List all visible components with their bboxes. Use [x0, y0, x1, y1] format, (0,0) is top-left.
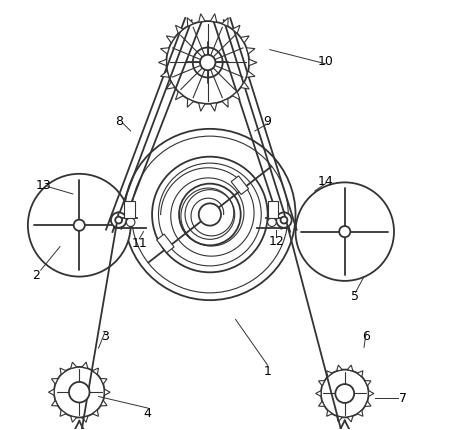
Polygon shape	[100, 379, 107, 384]
Bar	[124, 201, 135, 218]
Polygon shape	[316, 390, 321, 396]
Circle shape	[193, 49, 223, 78]
Polygon shape	[326, 371, 332, 377]
Text: 8: 8	[115, 114, 123, 127]
Circle shape	[166, 22, 249, 104]
Polygon shape	[104, 389, 110, 396]
Polygon shape	[210, 15, 217, 23]
Polygon shape	[347, 416, 353, 422]
Polygon shape	[357, 410, 363, 416]
Polygon shape	[210, 104, 217, 112]
Bar	[231, 176, 249, 195]
Polygon shape	[232, 26, 240, 34]
Polygon shape	[71, 416, 77, 422]
Polygon shape	[319, 401, 325, 406]
Polygon shape	[71, 362, 77, 369]
Polygon shape	[49, 389, 54, 396]
Text: 11: 11	[131, 236, 147, 249]
Circle shape	[124, 129, 296, 301]
Polygon shape	[247, 49, 255, 55]
Polygon shape	[160, 49, 169, 55]
Polygon shape	[357, 371, 363, 377]
Polygon shape	[93, 368, 99, 375]
Polygon shape	[82, 362, 88, 369]
Circle shape	[268, 218, 276, 227]
Polygon shape	[199, 15, 205, 23]
Circle shape	[69, 382, 89, 402]
Polygon shape	[336, 416, 342, 422]
Text: 10: 10	[317, 55, 333, 68]
Circle shape	[199, 204, 221, 226]
Bar	[157, 234, 174, 253]
Polygon shape	[60, 368, 66, 375]
Circle shape	[321, 370, 369, 418]
Text: 5: 5	[351, 290, 360, 303]
Polygon shape	[365, 381, 371, 386]
Polygon shape	[369, 390, 374, 396]
Text: 9: 9	[264, 114, 271, 127]
Text: 6: 6	[362, 329, 370, 342]
Polygon shape	[100, 400, 107, 406]
Text: 4: 4	[144, 406, 152, 419]
Text: 12: 12	[268, 234, 284, 247]
Polygon shape	[166, 37, 175, 44]
Circle shape	[276, 213, 291, 228]
Circle shape	[339, 227, 350, 238]
Polygon shape	[326, 410, 332, 416]
Circle shape	[336, 384, 354, 403]
Circle shape	[296, 183, 394, 281]
Circle shape	[126, 218, 135, 227]
Circle shape	[111, 213, 126, 228]
Polygon shape	[160, 72, 169, 78]
Polygon shape	[60, 410, 66, 416]
Circle shape	[115, 217, 122, 224]
Polygon shape	[82, 416, 88, 422]
Text: 7: 7	[400, 391, 407, 404]
Polygon shape	[51, 379, 58, 384]
Bar	[268, 201, 278, 218]
Polygon shape	[93, 410, 99, 416]
Text: 13: 13	[36, 178, 52, 192]
Polygon shape	[249, 60, 257, 67]
Polygon shape	[187, 99, 193, 108]
Polygon shape	[241, 37, 249, 44]
Text: 2: 2	[33, 268, 40, 281]
Polygon shape	[176, 92, 183, 101]
Circle shape	[281, 217, 287, 224]
Polygon shape	[222, 99, 228, 108]
Circle shape	[28, 175, 131, 277]
Polygon shape	[241, 83, 249, 90]
Circle shape	[74, 220, 85, 231]
Polygon shape	[232, 92, 240, 101]
Polygon shape	[187, 18, 193, 27]
Text: 14: 14	[318, 174, 333, 187]
Polygon shape	[166, 83, 175, 90]
Polygon shape	[247, 72, 255, 78]
Polygon shape	[51, 400, 58, 406]
Text: 3: 3	[101, 329, 109, 342]
Polygon shape	[158, 60, 167, 67]
Polygon shape	[347, 365, 353, 371]
Polygon shape	[222, 18, 228, 27]
Circle shape	[200, 55, 216, 71]
Text: 1: 1	[264, 365, 271, 378]
Polygon shape	[176, 26, 183, 34]
Polygon shape	[365, 401, 371, 406]
Polygon shape	[336, 365, 342, 371]
Polygon shape	[319, 381, 325, 386]
Circle shape	[54, 367, 104, 418]
Polygon shape	[199, 104, 205, 112]
